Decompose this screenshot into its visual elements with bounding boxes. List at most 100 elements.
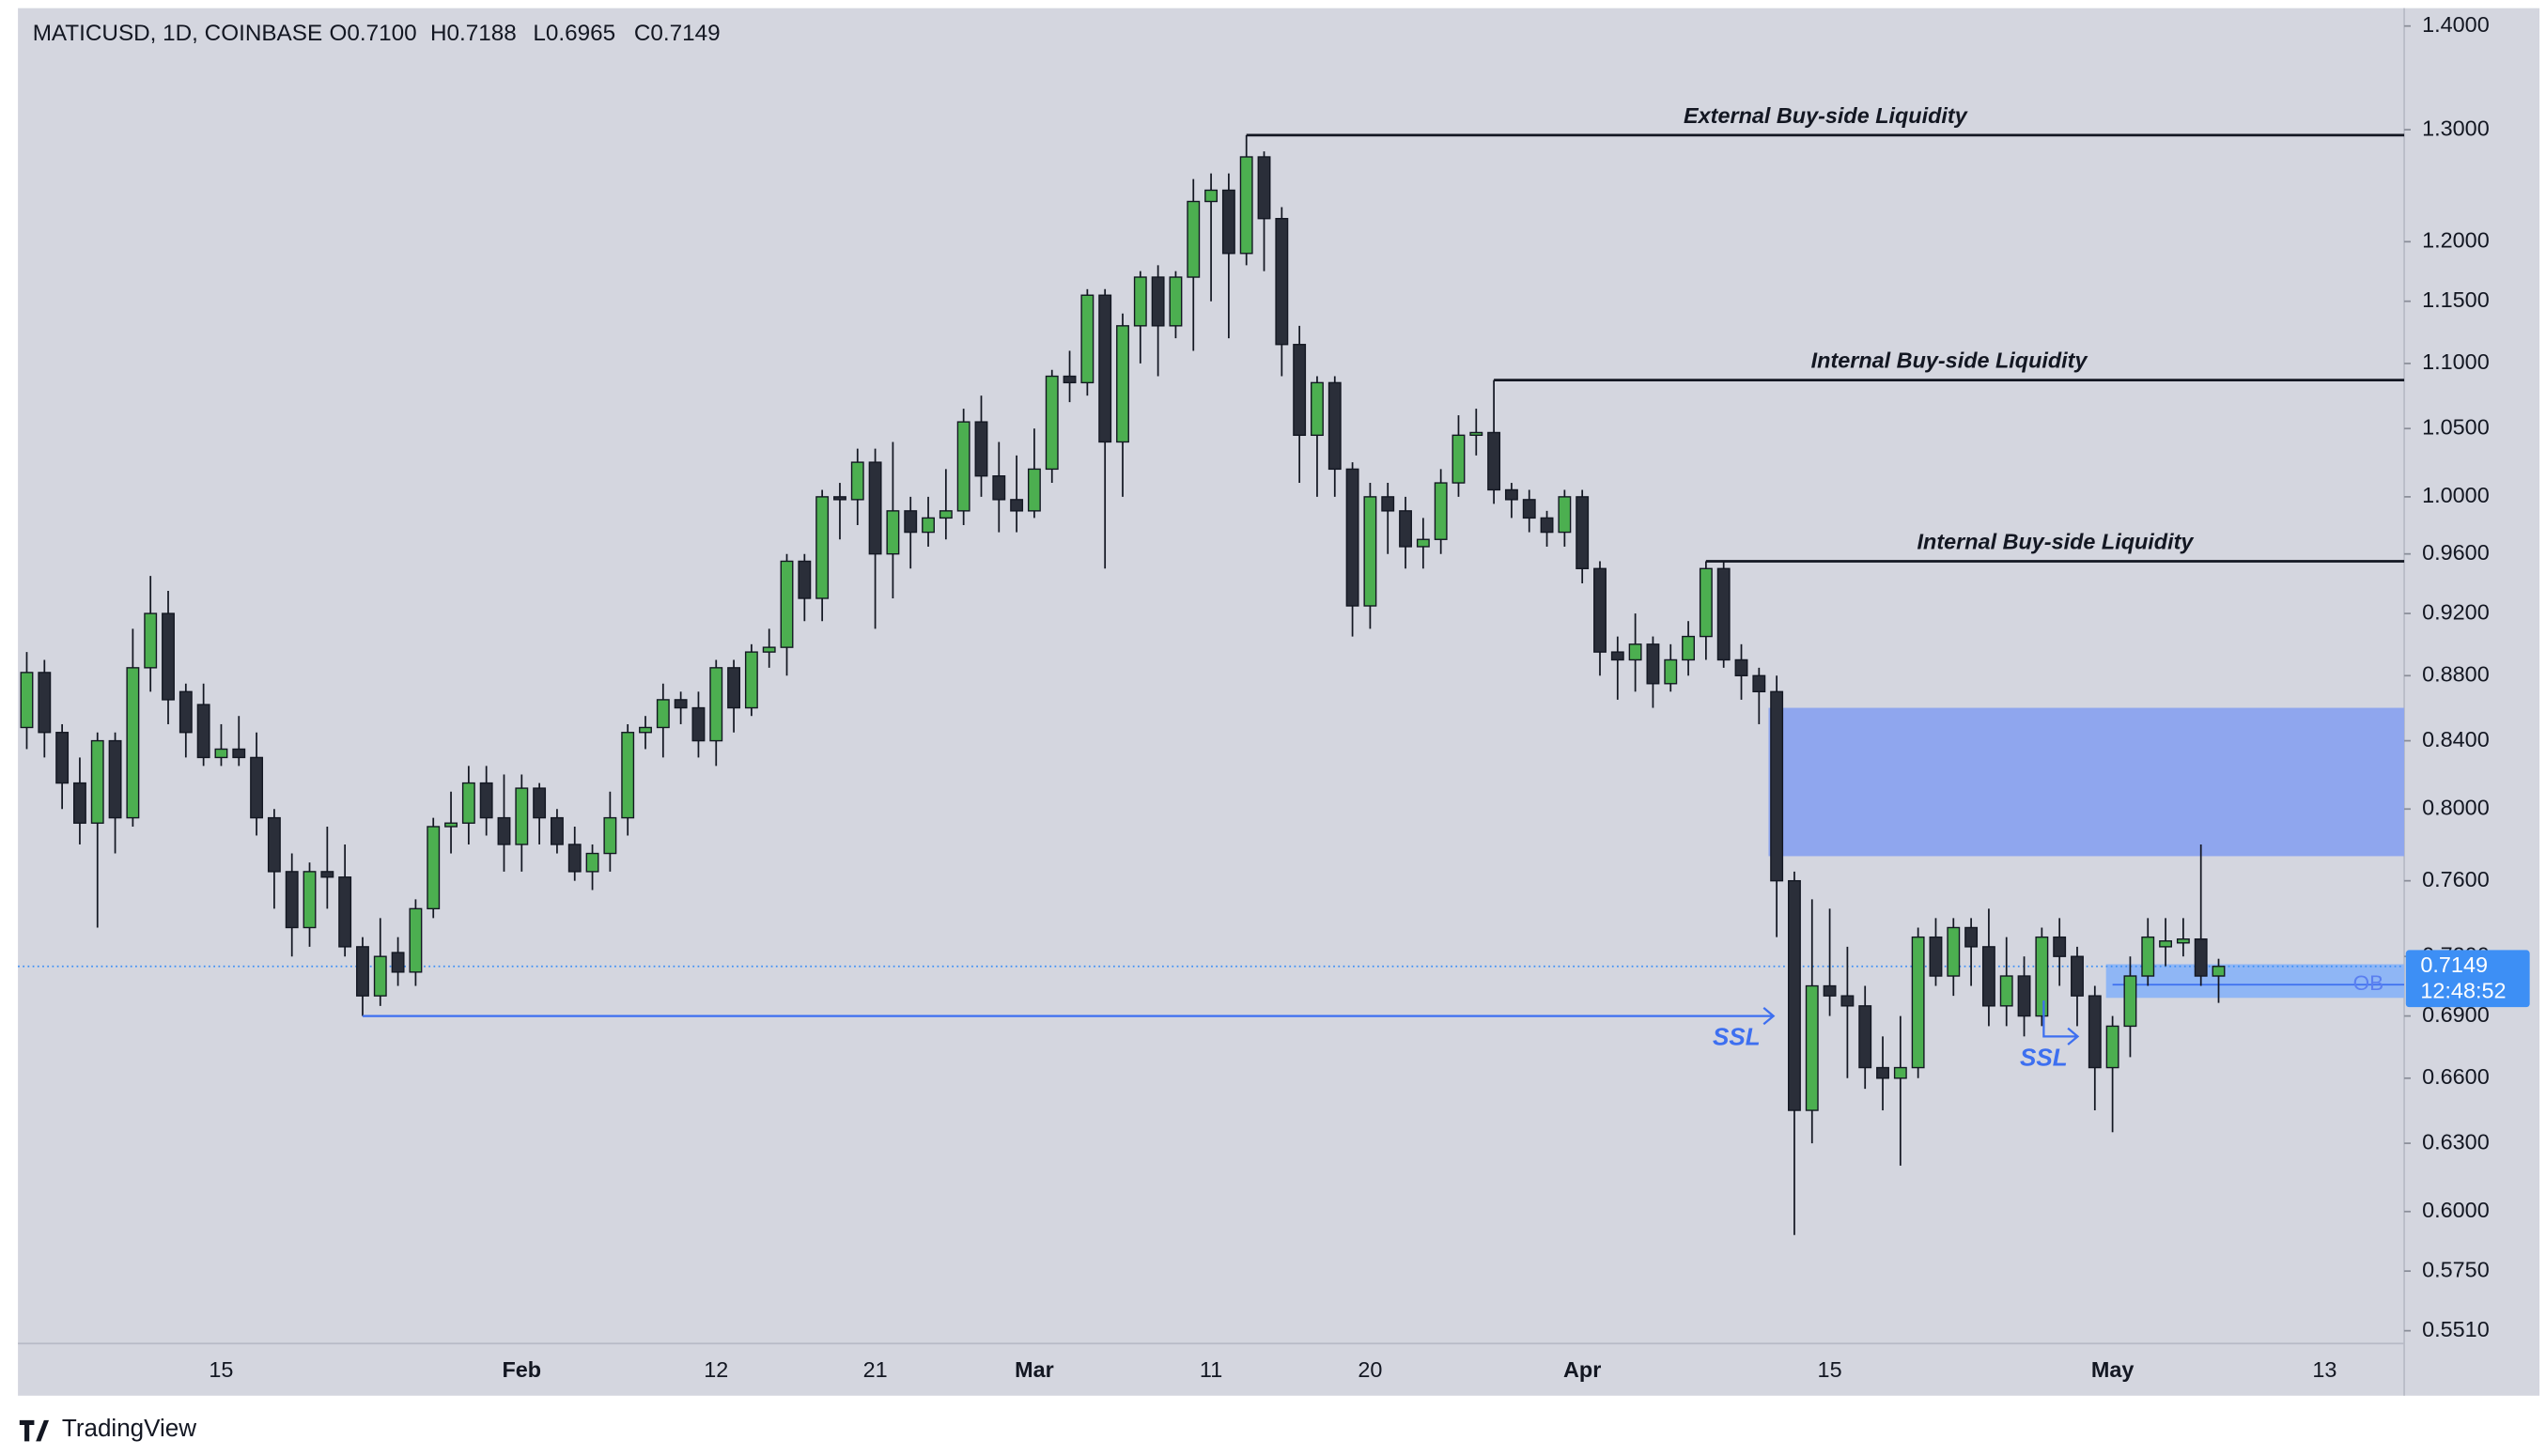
- candle-body: [815, 496, 830, 599]
- candle-body: [1558, 496, 1572, 534]
- candle-body: [1239, 156, 1253, 255]
- y-tick-label: 1.0000: [2422, 483, 2490, 507]
- candle-body: [1893, 1066, 1907, 1079]
- ohlc-close: C0.7149: [634, 21, 721, 46]
- candle-body: [38, 672, 52, 734]
- y-tick-label: 1.1000: [2422, 349, 2490, 374]
- logo: [19, 1419, 50, 1442]
- candle-body: [1540, 517, 1554, 534]
- candle-body: [603, 816, 617, 855]
- candle-body: [1964, 926, 1979, 948]
- candle-body: [1487, 431, 1501, 491]
- candle-body: [1133, 276, 1147, 327]
- candle-body: [780, 560, 794, 648]
- candle-body: [886, 510, 900, 555]
- candle-body: [144, 612, 158, 669]
- candle-body: [2071, 955, 2084, 997]
- candle-body: [1947, 926, 1961, 977]
- order-block-label: OB: [2353, 971, 2384, 995]
- candle-body: [2176, 937, 2190, 944]
- y-tick-label: 1.0500: [2422, 414, 2490, 439]
- candle-body: [585, 852, 599, 873]
- candle-body: [904, 510, 918, 534]
- candle-body: [1363, 496, 1377, 607]
- candle-body: [497, 816, 511, 845]
- last-price-box: [2405, 950, 2530, 1008]
- candle-body: [515, 787, 529, 845]
- candle-body: [1999, 975, 2013, 1007]
- candle-body: [1098, 294, 1112, 443]
- liquidity-label: Internal Buy-side Liquidity: [1811, 349, 2088, 373]
- candle-body: [479, 782, 493, 819]
- countdown-label: 12:48:52: [2420, 979, 2506, 1003]
- candle-body: [1257, 156, 1271, 220]
- candle-body: [285, 871, 299, 929]
- candle-body: [1682, 635, 1696, 661]
- candle-body: [1911, 936, 1925, 1069]
- y-tick-label: 0.7600: [2422, 867, 2490, 891]
- candle-body: [1716, 567, 1731, 661]
- candle-body: [427, 826, 441, 910]
- candle-body: [356, 946, 369, 997]
- order-block: [2105, 964, 2405, 999]
- brand-name: TradingView: [62, 1414, 196, 1442]
- y-tick-label: 1.4000: [2422, 12, 2490, 37]
- candle-body: [2159, 940, 2173, 948]
- candle-body: [126, 667, 140, 819]
- candle-body: [1187, 200, 1201, 278]
- candle-body: [744, 651, 758, 709]
- candle-body: [250, 756, 264, 819]
- candle-body: [674, 699, 688, 709]
- candle-body: [444, 822, 458, 828]
- ssl-arrow: [2042, 1000, 2080, 1046]
- candle-body: [232, 748, 246, 759]
- candle-body: [162, 612, 175, 701]
- y-tick-label: 0.6600: [2422, 1064, 2490, 1089]
- candle-body: [1399, 510, 1412, 548]
- candle-body: [108, 739, 122, 819]
- ohlc-high: H0.7188: [430, 21, 517, 46]
- candle-body: [320, 871, 334, 878]
- candle-body: [798, 560, 812, 599]
- x-tick-label: 15: [1818, 1357, 1842, 1382]
- candle-body: [1788, 879, 1801, 1111]
- candle-body: [2105, 1025, 2119, 1069]
- candle-body: [974, 421, 988, 477]
- candle-body: [1063, 375, 1077, 384]
- candle-body: [1293, 344, 1307, 437]
- candle-body: [1151, 276, 1165, 327]
- candle-body: [1416, 538, 1430, 548]
- candle-body: [709, 667, 723, 742]
- candle-body: [1345, 468, 1359, 607]
- candle-body: [1840, 995, 1855, 1007]
- candle-body: [1452, 434, 1466, 484]
- x-tick-label: Feb: [502, 1357, 541, 1382]
- branding: TradingView: [19, 1414, 196, 1442]
- candle-body: [656, 699, 670, 729]
- candle-body: [2088, 995, 2102, 1069]
- candle-body: [2141, 936, 2155, 977]
- candle-body: [1469, 431, 1483, 437]
- ssl-label: SSL: [1713, 1023, 1761, 1051]
- candle-body: [1610, 651, 1624, 661]
- candle-body: [179, 690, 193, 734]
- candle-body: [1699, 567, 1713, 638]
- plot: OB External Buy-side Liquidity Internal Bu…: [18, 12, 2530, 1382]
- candle-body: [922, 517, 935, 534]
- candle-body: [214, 748, 228, 759]
- x-tick-label: 21: [863, 1357, 888, 1382]
- x-tick-label: 20: [1358, 1357, 1382, 1382]
- candle-body: [2035, 936, 2049, 1017]
- candle-body: [691, 706, 706, 742]
- ssl-arrow: [362, 1007, 1776, 1026]
- candle-body: [1504, 488, 1518, 501]
- candle-body: [533, 787, 547, 819]
- candle-body: [1646, 643, 1660, 685]
- y-tick-label: 0.8000: [2422, 795, 2490, 819]
- candle-body: [1593, 567, 1607, 653]
- candle-body: [1381, 496, 1395, 512]
- x-tick-label: Apr: [1563, 1357, 1601, 1382]
- y-tick-label: 1.1500: [2422, 287, 2490, 312]
